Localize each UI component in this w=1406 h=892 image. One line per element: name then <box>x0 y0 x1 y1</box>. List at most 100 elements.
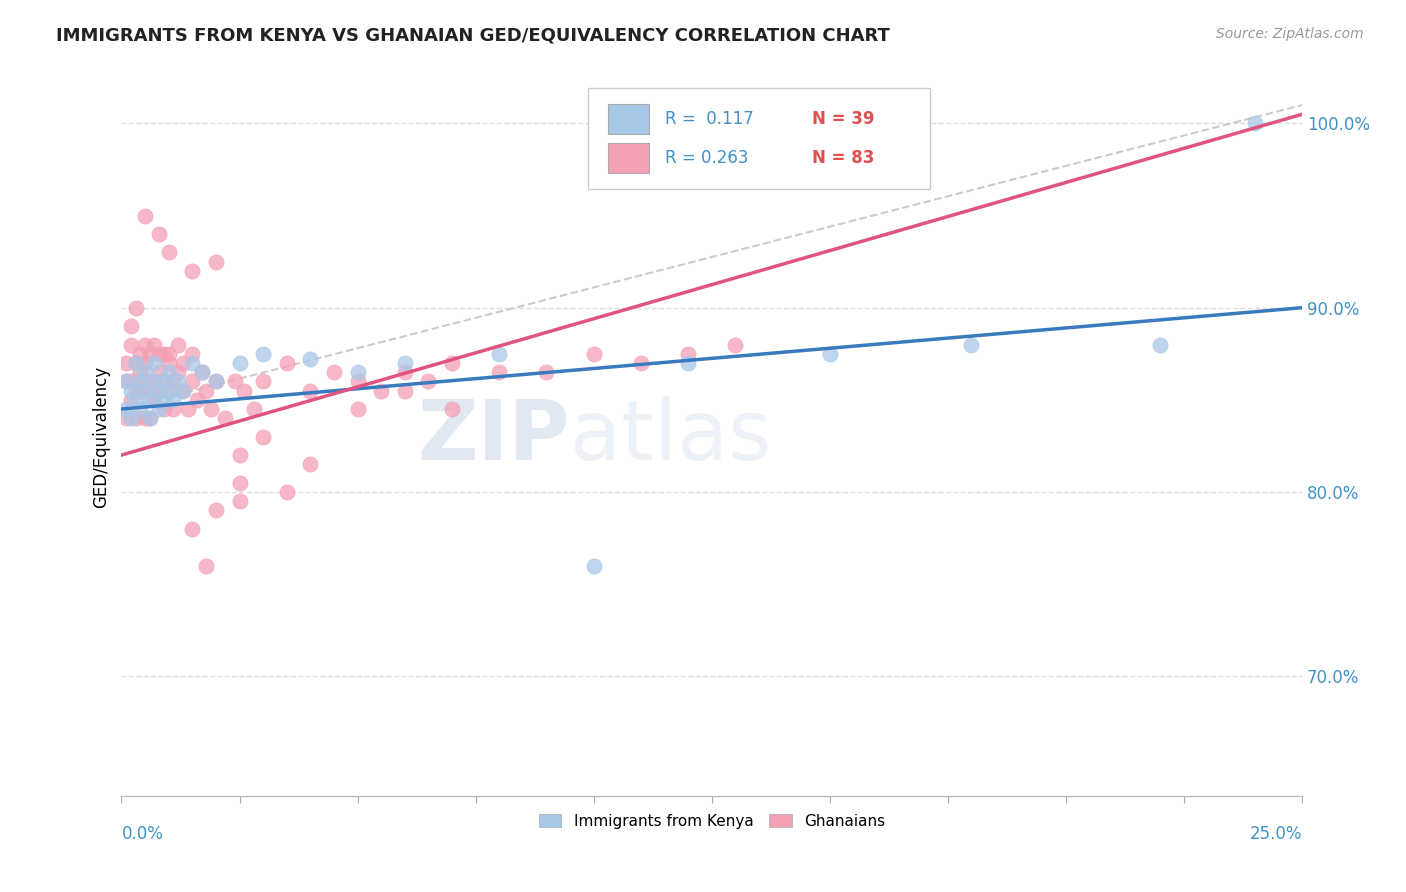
Point <box>488 347 510 361</box>
Point <box>200 402 222 417</box>
Point <box>181 375 204 389</box>
Point <box>252 347 274 361</box>
Point <box>148 384 170 398</box>
Point <box>190 365 212 379</box>
Point <box>157 384 180 398</box>
Point <box>129 347 152 361</box>
Point <box>124 356 146 370</box>
FancyBboxPatch shape <box>607 104 650 134</box>
Point <box>195 384 218 398</box>
Point <box>205 254 228 268</box>
Point <box>153 375 176 389</box>
Point <box>115 375 138 389</box>
Point <box>148 365 170 379</box>
Point <box>228 356 250 370</box>
Text: ZIP: ZIP <box>418 396 569 477</box>
Point <box>120 375 142 389</box>
Point <box>153 402 176 417</box>
Point <box>252 375 274 389</box>
Point <box>157 384 180 398</box>
Legend: Immigrants from Kenya, Ghanaians: Immigrants from Kenya, Ghanaians <box>533 807 891 835</box>
Point <box>120 392 142 407</box>
Point <box>252 430 274 444</box>
Text: IMMIGRANTS FROM KENYA VS GHANAIAN GED/EQUIVALENCY CORRELATION CHART: IMMIGRANTS FROM KENYA VS GHANAIAN GED/EQ… <box>56 27 890 45</box>
Point <box>153 347 176 361</box>
Point <box>162 392 184 407</box>
Point <box>818 347 841 361</box>
Point <box>134 365 156 379</box>
Point <box>162 375 184 389</box>
Point <box>167 365 190 379</box>
Y-axis label: GED/Equivalency: GED/Equivalency <box>93 366 110 508</box>
Point <box>143 375 166 389</box>
Point <box>139 384 162 398</box>
Text: atlas: atlas <box>569 396 772 477</box>
Point <box>676 356 699 370</box>
Point <box>139 392 162 407</box>
Point <box>346 365 368 379</box>
Point <box>276 356 298 370</box>
FancyBboxPatch shape <box>588 88 931 189</box>
Point <box>346 375 368 389</box>
Point <box>228 448 250 462</box>
Point <box>724 337 747 351</box>
Point <box>299 384 322 398</box>
Point <box>134 384 156 398</box>
Point <box>176 402 198 417</box>
Point <box>115 411 138 425</box>
Point <box>162 402 184 417</box>
Point <box>181 356 204 370</box>
Point <box>582 347 605 361</box>
Point <box>143 337 166 351</box>
Point <box>148 347 170 361</box>
Point <box>181 264 204 278</box>
Point <box>181 347 204 361</box>
Point <box>134 337 156 351</box>
Point <box>488 365 510 379</box>
Text: N = 83: N = 83 <box>813 149 875 167</box>
Point <box>276 484 298 499</box>
Point <box>120 384 142 398</box>
Point <box>960 337 983 351</box>
Point <box>205 503 228 517</box>
Point <box>394 384 416 398</box>
Point <box>124 301 146 315</box>
Point <box>157 245 180 260</box>
Point <box>186 392 208 407</box>
Point <box>157 347 180 361</box>
Point <box>167 337 190 351</box>
Point <box>172 384 194 398</box>
Point <box>214 411 236 425</box>
Point <box>676 347 699 361</box>
Text: R =  0.117: R = 0.117 <box>665 110 754 128</box>
Point <box>124 356 146 370</box>
Point <box>129 402 152 417</box>
Point <box>440 402 463 417</box>
Point <box>134 356 156 370</box>
Point <box>630 356 652 370</box>
Point <box>205 375 228 389</box>
Point <box>370 384 392 398</box>
Point <box>172 384 194 398</box>
Point <box>124 392 146 407</box>
Point <box>143 392 166 407</box>
Point <box>440 356 463 370</box>
Point <box>299 457 322 471</box>
Point <box>346 402 368 417</box>
Point <box>181 522 204 536</box>
Point <box>115 402 138 417</box>
Point <box>228 475 250 490</box>
Point <box>115 356 138 370</box>
Point <box>134 375 156 389</box>
Point <box>394 365 416 379</box>
Point <box>124 384 146 398</box>
Point <box>233 384 256 398</box>
Point <box>129 384 152 398</box>
Point <box>115 375 138 389</box>
Point <box>153 392 176 407</box>
Point <box>582 558 605 573</box>
Text: Source: ZipAtlas.com: Source: ZipAtlas.com <box>1216 27 1364 41</box>
Point <box>536 365 558 379</box>
Point <box>394 356 416 370</box>
Point <box>190 365 212 379</box>
